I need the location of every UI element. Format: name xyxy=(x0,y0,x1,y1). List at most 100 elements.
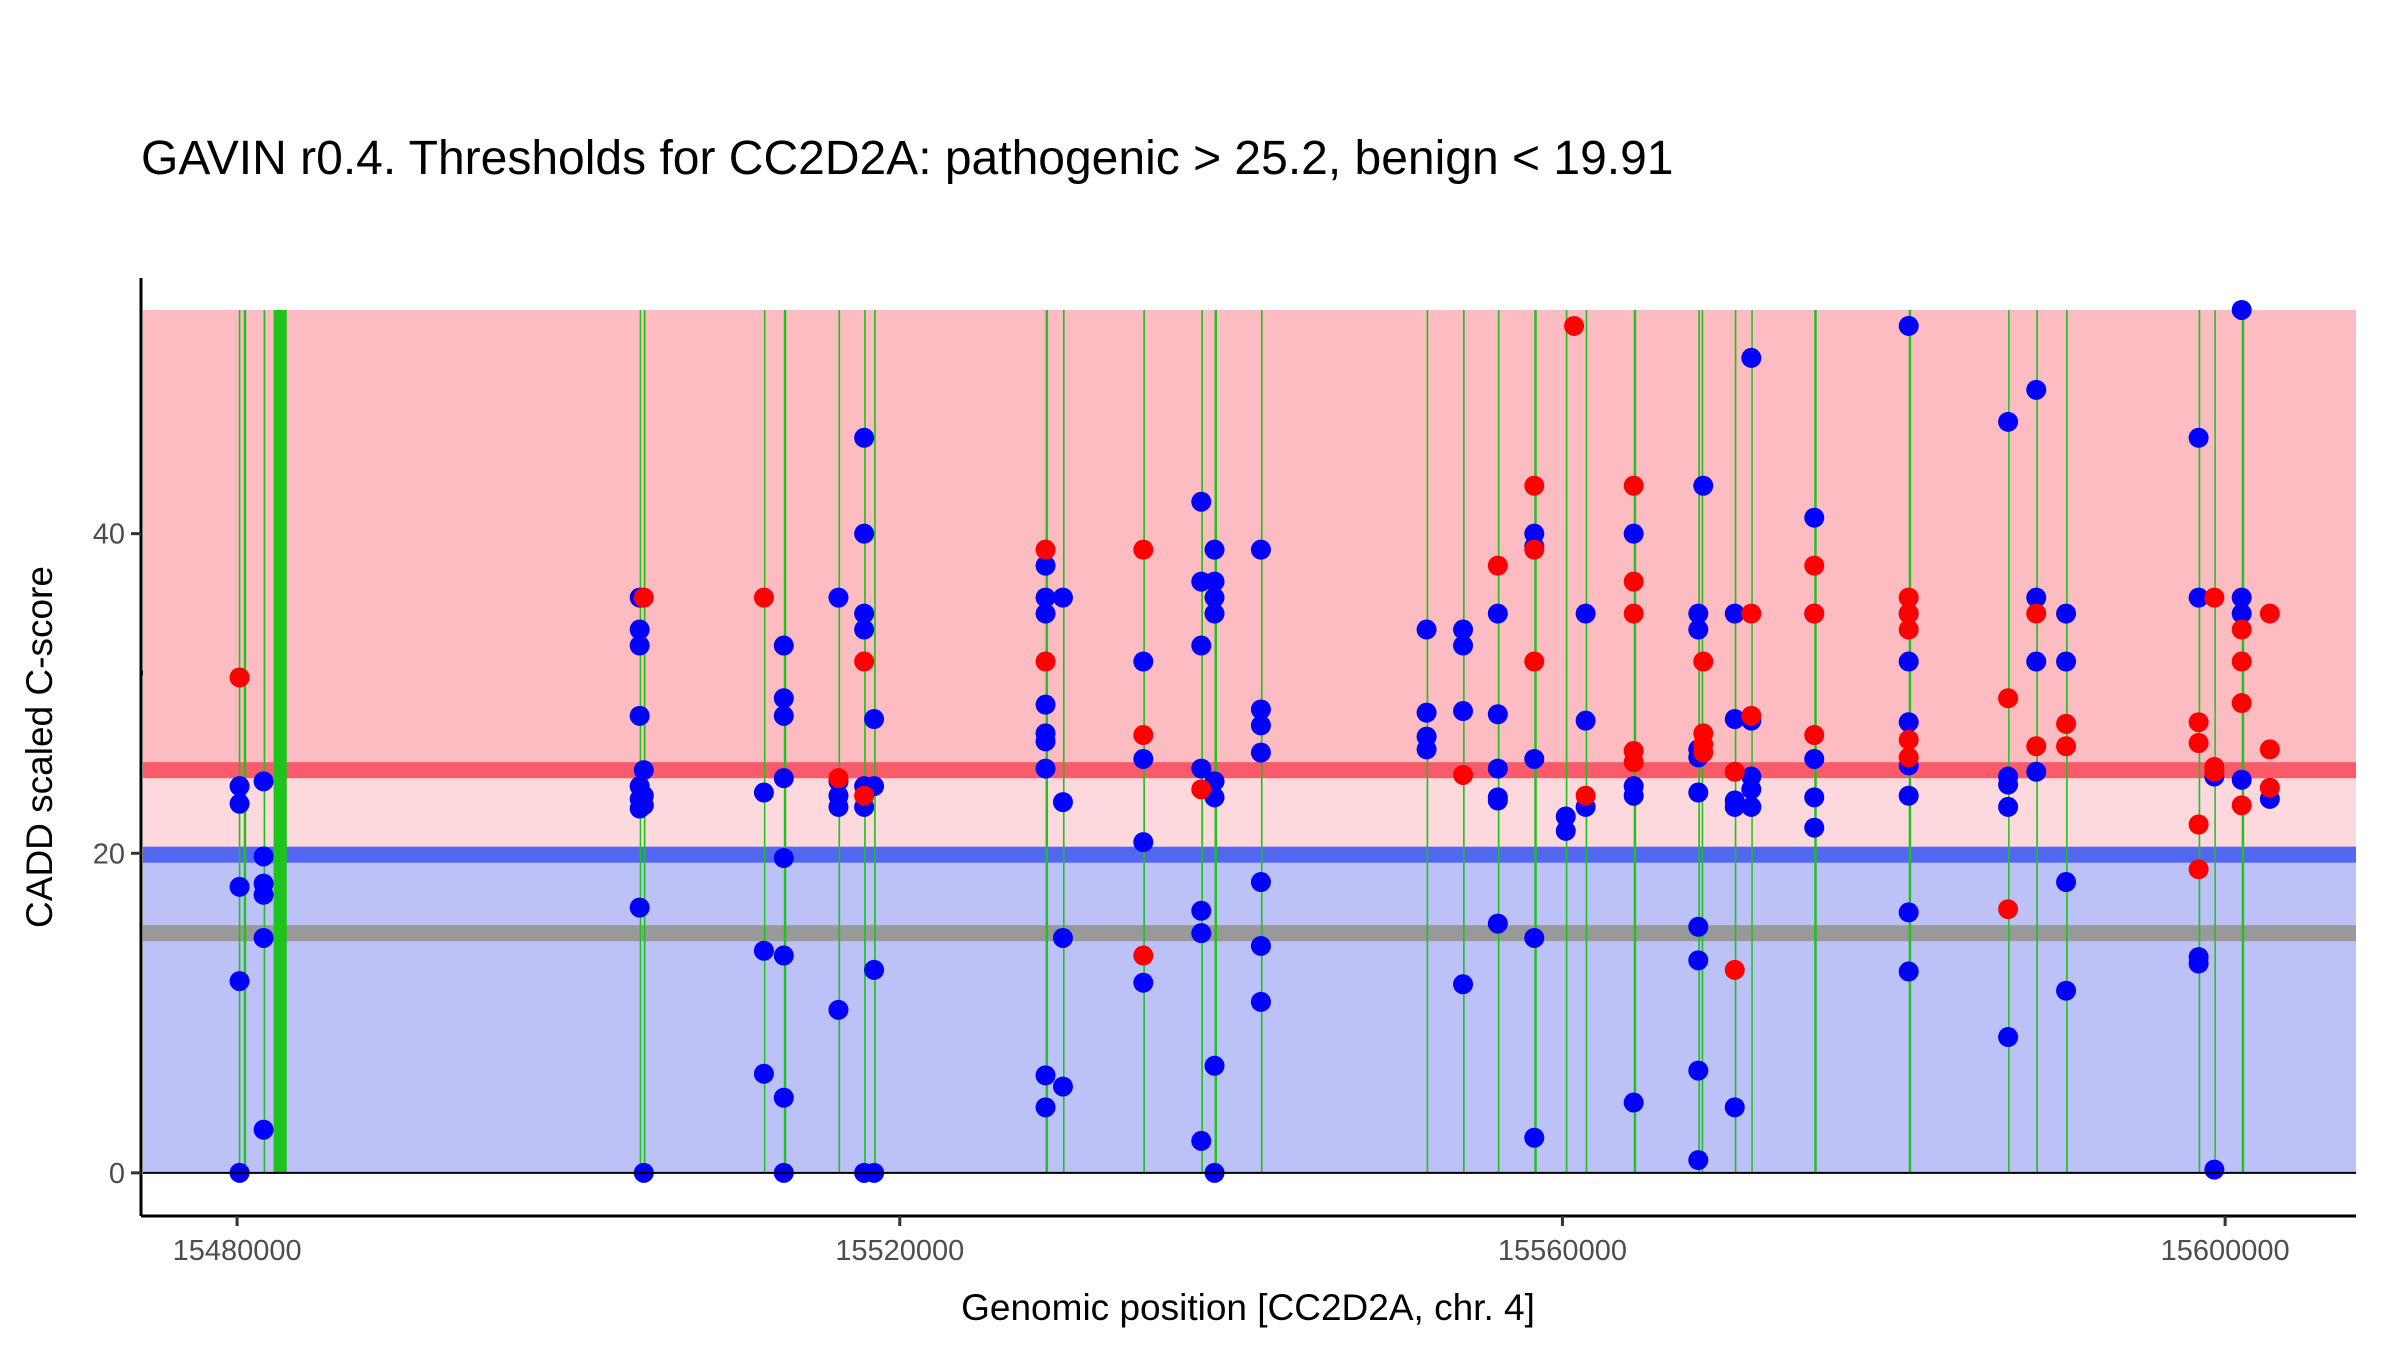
gnomad-point xyxy=(2188,587,2209,608)
gnomad-point xyxy=(773,1087,794,1108)
exon-bar xyxy=(783,309,787,1173)
gnomad-point xyxy=(1693,475,1714,496)
gnomad-point xyxy=(1804,748,1825,769)
gnomad-point xyxy=(2056,651,2077,672)
clinvar-point xyxy=(2188,712,2209,733)
clinvar-point xyxy=(1741,705,1762,726)
clinvar-point xyxy=(1623,752,1644,773)
gnomad-point xyxy=(1035,1097,1056,1118)
gnomad-point xyxy=(1250,742,1271,763)
gnomad-point xyxy=(854,523,875,544)
gnomad-point xyxy=(1191,635,1212,656)
gnomad-point xyxy=(1035,603,1056,624)
clinvar-point xyxy=(854,651,875,672)
gnomad-point xyxy=(1898,961,1919,982)
gnomad-point xyxy=(1688,603,1709,624)
gnomad-point xyxy=(2056,872,2077,893)
gnomad-point xyxy=(1250,699,1271,720)
exon-bar xyxy=(273,309,287,1173)
gnomad-point xyxy=(1191,1130,1212,1151)
gnomad-point xyxy=(1804,817,1825,838)
gnomad-point xyxy=(1250,935,1271,956)
x-tick-label: 15560000 xyxy=(1498,1235,1627,1267)
gnomad-point xyxy=(1688,1150,1709,1171)
exon-bar xyxy=(1201,309,1203,1173)
clinvar-point xyxy=(1998,899,2019,920)
clinvar-point xyxy=(2204,761,2225,782)
gnomad-point xyxy=(773,705,794,726)
clinvar-point xyxy=(2026,603,2047,624)
pathogenic-zone xyxy=(143,309,2356,771)
clinvar-point xyxy=(1524,539,1545,560)
gnomad-point xyxy=(1623,1092,1644,1113)
gnomad-point xyxy=(773,768,794,789)
clinvar-point xyxy=(2231,619,2252,640)
gnomad-point xyxy=(854,619,875,640)
clinvar-point xyxy=(828,768,849,789)
gnomad-point xyxy=(753,940,774,961)
gnomad-point xyxy=(1250,872,1271,893)
exon-bar xyxy=(838,309,841,1173)
clinvar-point xyxy=(2188,859,2209,880)
gnomad-point xyxy=(773,848,794,869)
gnomad-point xyxy=(1688,950,1709,971)
gnomad-point xyxy=(629,705,650,726)
exon-bar xyxy=(639,309,642,1173)
gnomad-point xyxy=(1688,619,1709,640)
clinvar-point xyxy=(229,667,250,688)
clinvar-point xyxy=(1898,587,1919,608)
gnomad-point xyxy=(753,1063,774,1084)
clinvar-point xyxy=(1693,742,1714,763)
clinvar-point xyxy=(633,587,654,608)
clinvar-point xyxy=(2204,587,2225,608)
gnomad-point xyxy=(1133,972,1154,993)
gnomad-point xyxy=(854,603,875,624)
exon-bar xyxy=(643,309,646,1173)
gnomad-point xyxy=(1416,619,1437,640)
clinvar-point xyxy=(1898,619,1919,640)
x-tick-label: 15600000 xyxy=(2161,1235,2290,1267)
gnomad-point xyxy=(1487,704,1508,725)
gnomad-point xyxy=(253,771,274,792)
clinvar-point xyxy=(1724,761,1745,782)
exon-bar xyxy=(864,309,866,1173)
y-tick-label: 0 xyxy=(109,1158,125,1190)
y-tick-label: 40 xyxy=(93,519,125,551)
benign-zone xyxy=(143,854,2356,1173)
exon-bar xyxy=(874,309,876,1173)
variant-points xyxy=(229,299,2280,1183)
clinvar-point xyxy=(753,587,774,608)
exon-bar xyxy=(1585,309,1588,1173)
clinvar-point xyxy=(1487,555,1508,576)
gnomad-point xyxy=(1623,523,1644,544)
gnomad-point xyxy=(253,1119,274,1140)
exon-bar xyxy=(1751,309,1753,1173)
gnomad-point xyxy=(1724,1097,1745,1118)
gnomad-point xyxy=(1724,603,1745,624)
exon-bar xyxy=(2214,309,2216,1173)
clinvar-point xyxy=(1453,764,1474,785)
gnomad-point xyxy=(854,427,875,448)
y-axis-title: CADD scaled C-score xyxy=(19,566,60,928)
clinvar-point xyxy=(1693,651,1714,672)
gnomad-point xyxy=(1524,748,1545,769)
gnomad-point xyxy=(1052,1076,1073,1097)
gnomad-point xyxy=(2231,769,2252,790)
exon-bar xyxy=(238,309,241,1173)
gnomad-point xyxy=(1035,555,1056,576)
x-tick-label: 15520000 xyxy=(835,1235,964,1267)
gnomad-point xyxy=(1741,779,1762,800)
clinvar-point xyxy=(1133,725,1154,746)
clinvar-point xyxy=(2188,733,2209,754)
clinvar-point xyxy=(1035,539,1056,560)
gnomad-point xyxy=(2026,587,2047,608)
gnomad-point xyxy=(2231,603,2252,624)
exon-bar xyxy=(1497,309,1500,1173)
gnomad-point xyxy=(1035,1065,1056,1086)
gnomad-point xyxy=(828,796,849,817)
gnomad-point xyxy=(1035,731,1056,752)
vus-zone xyxy=(143,770,2356,855)
gnomad-point xyxy=(1191,758,1212,779)
gnomad-point xyxy=(1191,900,1212,921)
clinvar-point xyxy=(1191,779,1212,800)
